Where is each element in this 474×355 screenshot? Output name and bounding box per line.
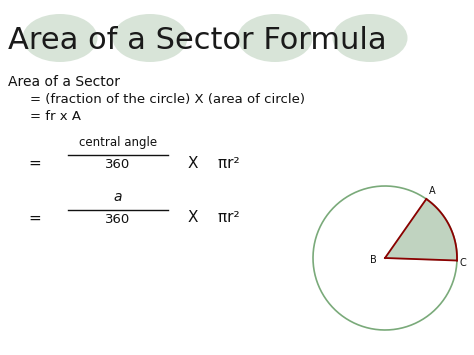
Text: Area of a Sector: Area of a Sector [8, 75, 120, 89]
Text: =: = [28, 155, 41, 170]
Text: X    πr²: X πr² [188, 211, 240, 225]
Ellipse shape [332, 14, 408, 62]
Ellipse shape [112, 14, 188, 62]
Text: a: a [114, 190, 122, 204]
Text: C: C [460, 257, 467, 268]
Text: B: B [370, 255, 377, 265]
Text: = fr x A: = fr x A [30, 110, 81, 123]
Ellipse shape [22, 14, 98, 62]
Text: = (fraction of the circle) X (area of circle): = (fraction of the circle) X (area of ci… [30, 93, 305, 106]
Ellipse shape [237, 14, 312, 62]
Text: 360: 360 [105, 213, 131, 226]
Text: 360: 360 [105, 158, 131, 171]
Text: A: A [429, 186, 436, 196]
Text: central angle: central angle [79, 136, 157, 149]
Text: =: = [28, 211, 41, 225]
Polygon shape [385, 199, 457, 261]
Text: Area of a Sector Formula: Area of a Sector Formula [8, 26, 387, 55]
Text: X    πr²: X πr² [188, 155, 240, 170]
